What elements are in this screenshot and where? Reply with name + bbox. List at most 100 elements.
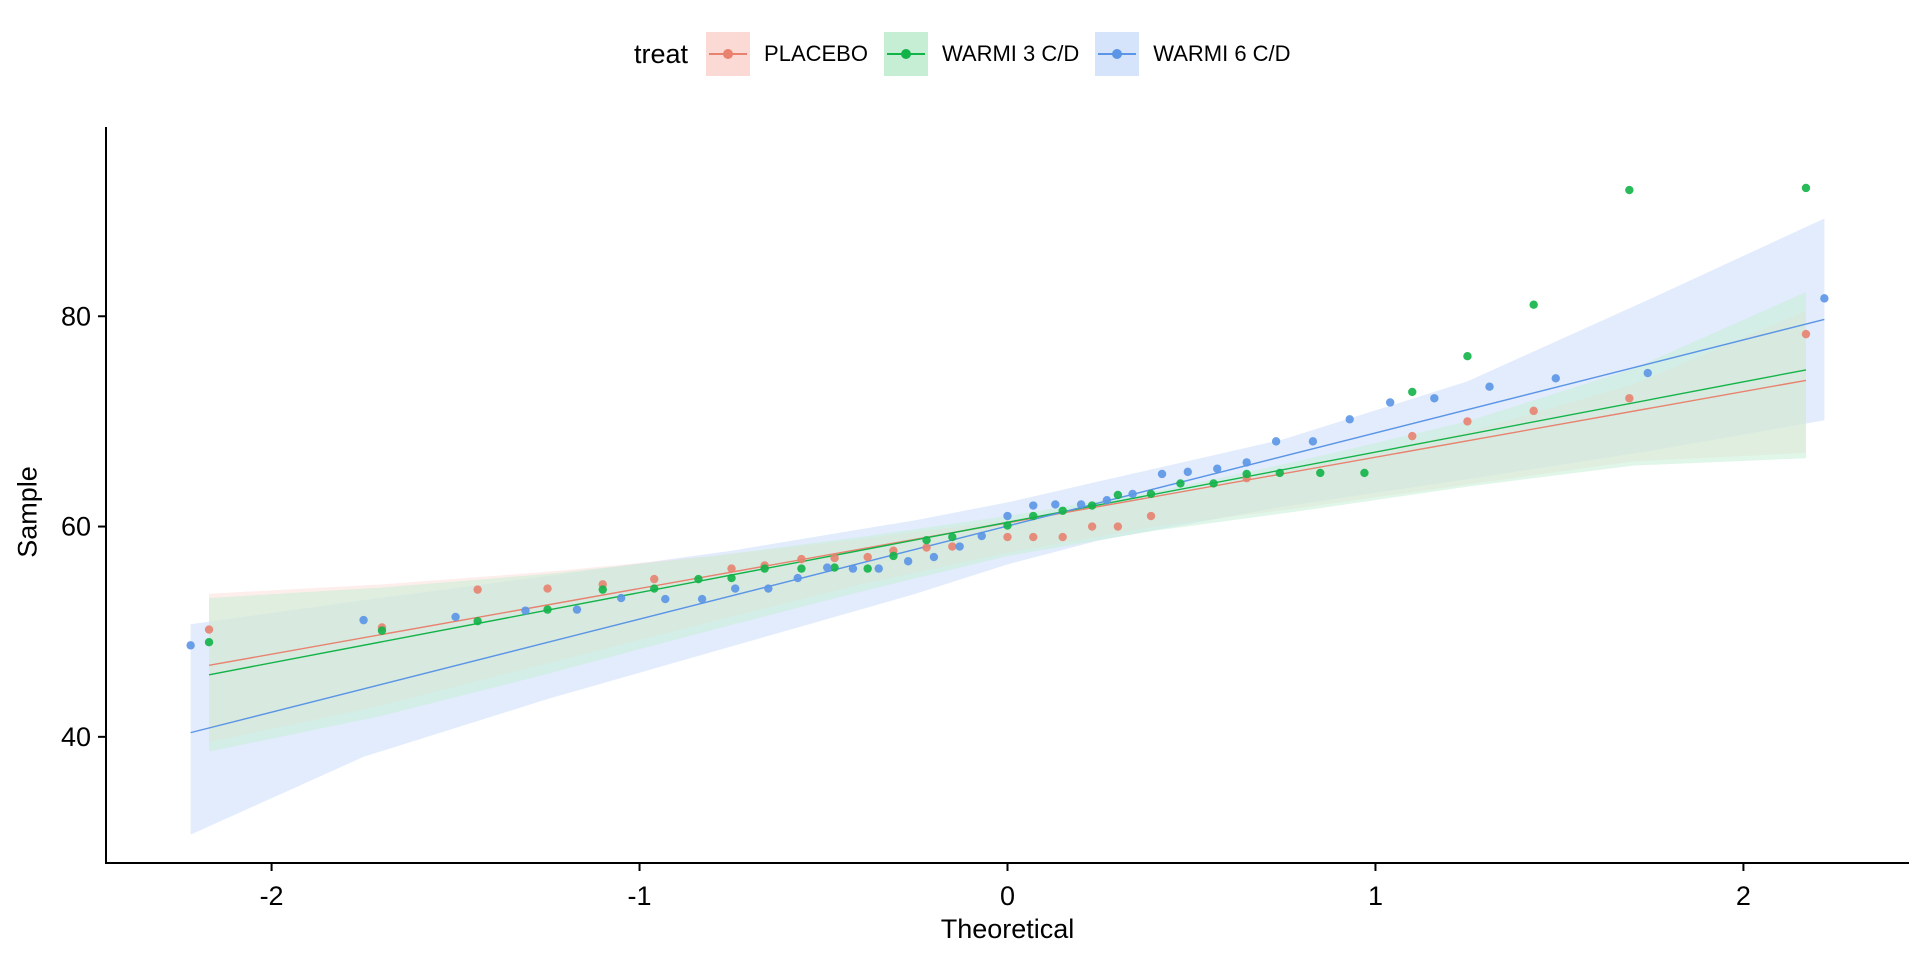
- point-warmi-3-c-d: [889, 551, 898, 561]
- point-warmi-6-c-d: [616, 593, 626, 603]
- y-axis-title: Sample: [12, 466, 43, 558]
- point-warmi-6-c-d: [359, 615, 368, 625]
- point-warmi-6-c-d: [1003, 511, 1012, 521]
- y-tick-label: 60: [61, 512, 91, 542]
- point-warmi-6-c-d: [977, 531, 986, 541]
- point-warmi-6-c-d: [731, 584, 740, 593]
- point-warmi-6-c-d: [1128, 489, 1137, 499]
- legend-dot-icon: [1112, 49, 1123, 59]
- point-placebo: [543, 584, 552, 593]
- x-tick-label: 2: [1736, 881, 1751, 911]
- point-warmi-3-c-d: [1029, 511, 1038, 521]
- point-warmi-6-c-d: [697, 594, 707, 604]
- point-warmi-6-c-d: [1308, 437, 1318, 446]
- point-warmi-3-c-d: [760, 564, 769, 573]
- point-placebo: [1029, 532, 1038, 542]
- x-axis-title: Theoretical: [940, 914, 1075, 944]
- point-placebo: [922, 543, 931, 552]
- point-warmi-3-c-d: [863, 564, 872, 573]
- point-warmi-3-c-d: [727, 573, 736, 583]
- point-warmi-3-c-d: [1146, 489, 1156, 499]
- point-placebo: [1003, 532, 1012, 542]
- point-warmi-6-c-d: [1345, 415, 1354, 424]
- legend-item-warmi-6: WARMI 6 C/D: [1095, 32, 1291, 76]
- point-warmi-6-c-d: [661, 594, 670, 604]
- point-warmi-3-c-d: [797, 564, 806, 573]
- legend-item-warmi-3: WARMI 3 C/D: [883, 32, 1080, 76]
- point-placebo: [1087, 522, 1097, 531]
- point-placebo: [863, 552, 872, 562]
- point-warmi-6-c-d: [1051, 500, 1060, 509]
- legend-dot-icon: [900, 49, 911, 59]
- point-warmi-3-c-d: [1113, 490, 1123, 500]
- point-warmi-6-c-d: [929, 552, 939, 562]
- point-warmi-6-c-d: [1242, 458, 1251, 467]
- point-placebo: [727, 564, 736, 573]
- point-warmi-3-c-d: [1176, 479, 1185, 488]
- point-placebo: [650, 574, 659, 584]
- point-warmi-6-c-d: [823, 563, 832, 572]
- point-warmi-3-c-d: [1209, 479, 1218, 488]
- legend-item-placebo: PLACEBO: [706, 32, 868, 76]
- point-warmi-3-c-d: [650, 584, 659, 593]
- point-warmi-6-c-d: [1183, 467, 1193, 477]
- point-warmi-6-c-d: [1643, 368, 1652, 378]
- point-placebo: [473, 585, 482, 594]
- point-warmi-3-c-d: [1058, 506, 1067, 515]
- point-warmi-3-c-d: [1316, 468, 1325, 478]
- point-warmi-6-c-d: [186, 641, 195, 650]
- point-warmi-3-c-d: [473, 616, 482, 626]
- point-warmi-3-c-d: [1801, 183, 1811, 193]
- point-warmi-6-c-d: [451, 612, 460, 622]
- point-warmi-6-c-d: [1076, 500, 1086, 509]
- point-placebo: [1146, 511, 1156, 521]
- point-warmi-6-c-d: [1820, 294, 1829, 303]
- point-placebo: [1625, 394, 1634, 403]
- point-warmi-6-c-d: [1102, 496, 1112, 505]
- point-placebo: [1463, 417, 1472, 426]
- point-warmi-6-c-d: [1385, 398, 1395, 407]
- point-warmi-6-c-d: [1271, 437, 1281, 446]
- point-placebo: [830, 553, 839, 563]
- point-placebo: [797, 554, 806, 564]
- y-ticks: 40 60 80: [61, 301, 106, 752]
- point-warmi-6-c-d: [1430, 394, 1439, 403]
- point-warmi-3-c-d: [948, 532, 957, 542]
- legend: treat PLACEBO WARMI 3 C/D WARMI 6 C/D: [634, 30, 1307, 78]
- point-warmi-6-c-d: [1485, 382, 1494, 391]
- point-warmi-6-c-d: [764, 584, 773, 593]
- point-warmi-6-c-d: [1157, 469, 1167, 479]
- point-warmi-3-c-d: [1275, 468, 1284, 478]
- legend-key-warmi-6: [1095, 32, 1140, 76]
- point-warmi-6-c-d: [955, 542, 964, 551]
- point-warmi-3-c-d: [922, 536, 931, 545]
- x-tick-label: -2: [260, 881, 284, 911]
- point-warmi-6-c-d: [848, 564, 858, 573]
- x-tick-label: 1: [1368, 881, 1383, 911]
- point-placebo: [1408, 431, 1417, 441]
- point-warmi-3-c-d: [694, 574, 703, 584]
- x-tick-label: 0: [1000, 881, 1015, 911]
- point-warmi-3-c-d: [1463, 352, 1472, 361]
- x-ticks: -2 -1 0 1 2: [260, 863, 1751, 911]
- point-warmi-6-c-d: [1213, 464, 1222, 473]
- point-warmi-3-c-d: [1003, 521, 1012, 530]
- point-placebo: [1058, 532, 1067, 542]
- legend-label-warmi-3: WARMI 3 C/D: [941, 41, 1080, 66]
- point-placebo: [1113, 522, 1123, 531]
- point-warmi-3-c-d: [377, 626, 387, 635]
- point-placebo: [1529, 406, 1538, 416]
- point-warmi-3-c-d: [1408, 387, 1417, 397]
- point-warmi-6-c-d: [1551, 374, 1560, 383]
- point-warmi-3-c-d: [204, 638, 214, 647]
- point-placebo: [204, 625, 214, 634]
- point-warmi-3-c-d: [1360, 468, 1369, 478]
- data-points: [186, 183, 1829, 650]
- point-warmi-3-c-d: [1242, 469, 1251, 479]
- point-warmi-3-c-d: [830, 563, 839, 572]
- point-warmi-6-c-d: [572, 605, 582, 614]
- y-tick-label: 40: [61, 722, 91, 752]
- y-tick-label: 80: [61, 301, 91, 331]
- legend-label-warmi-6: WARMI 6 C/D: [1153, 41, 1291, 66]
